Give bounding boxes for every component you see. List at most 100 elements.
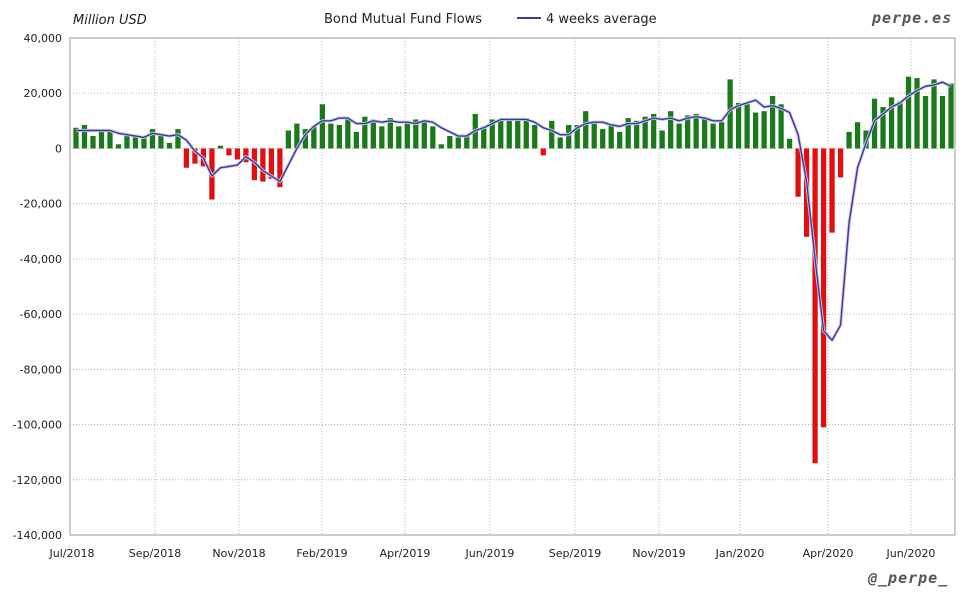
flow-bar	[149, 129, 156, 149]
flow-bar	[761, 111, 767, 149]
flow-bar	[124, 134, 130, 149]
flow-bar	[421, 120, 427, 149]
flow-bar	[727, 79, 733, 149]
y-tick-label: 20,000	[24, 87, 63, 100]
chart-title: Bond Mutual Fund Flows	[324, 12, 482, 27]
flow-bar	[617, 131, 623, 149]
flow-bar	[710, 123, 716, 149]
flow-bar	[396, 126, 402, 149]
flow-bar	[659, 130, 665, 149]
x-tick-label: Nov/2018	[212, 547, 265, 560]
flow-bar	[481, 126, 487, 149]
flow-bar	[175, 129, 181, 149]
flow-bar	[447, 136, 453, 149]
average-line-series	[76, 80, 952, 342]
flow-bar	[489, 119, 495, 149]
flow-bar	[455, 137, 461, 149]
flow-bar	[438, 144, 444, 149]
flow-bar	[846, 131, 852, 149]
flow-bar	[786, 138, 793, 149]
x-tick-label: Feb/2019	[296, 547, 347, 560]
flow-bar	[854, 122, 861, 149]
flow-bar	[625, 118, 631, 149]
flow-bar	[939, 95, 946, 149]
flow-bar	[523, 118, 529, 149]
flow-bar	[379, 126, 385, 149]
grid	[70, 38, 955, 535]
y-tick-label: -120,000	[13, 474, 62, 487]
x-tick-label: Apr/2019	[380, 547, 431, 560]
flow-bar	[90, 136, 96, 149]
y-tick-label: -80,000	[20, 363, 62, 376]
flow-bar	[702, 118, 708, 149]
flow-bar	[931, 79, 937, 149]
flow-bar	[642, 116, 648, 149]
flow-bar	[693, 113, 699, 149]
x-tick-label: Apr/2020	[803, 547, 854, 560]
flow-bar	[651, 113, 657, 149]
x-tick-label: Jul/2018	[49, 547, 95, 560]
bar-series	[73, 76, 954, 464]
flow-bar	[914, 78, 920, 149]
y-unit-label: Million USD	[73, 13, 147, 28]
flow-bar	[73, 127, 79, 149]
flow-bar	[591, 123, 597, 149]
flow-bar	[769, 95, 776, 149]
flow-bar	[778, 104, 784, 149]
flow-bar	[234, 148, 241, 160]
flow-bar	[685, 115, 691, 149]
x-tick-label: Sep/2018	[129, 547, 181, 560]
average-line	[76, 81, 952, 342]
flow-bar	[141, 137, 147, 149]
y-tick-label: -100,000	[13, 419, 62, 432]
y-tick-label: 0	[55, 142, 62, 155]
flow-bar	[549, 120, 555, 149]
flow-bar	[183, 148, 190, 168]
flow-bar	[132, 136, 139, 149]
flow-bar	[515, 119, 521, 149]
flow-bar	[888, 97, 895, 149]
y-tick-label: -20,000	[20, 198, 62, 211]
flow-bar	[302, 129, 309, 149]
legend-label: 4 weeks average	[546, 12, 657, 27]
flow-bar	[277, 148, 283, 188]
flow-bar	[362, 116, 368, 149]
flow-bar	[311, 126, 317, 149]
y-tick-label: 40,000	[24, 32, 63, 45]
flow-bar	[820, 148, 827, 428]
author-handle: @_perpe_	[867, 569, 948, 587]
flow-bar	[668, 111, 674, 149]
flow-bar	[719, 122, 725, 149]
flow-bar	[294, 123, 300, 149]
flow-bar	[922, 95, 929, 149]
flow-bar	[540, 148, 546, 156]
flow-bar	[158, 136, 164, 149]
flow-bar	[829, 148, 835, 233]
flow-bar	[345, 118, 351, 149]
flow-bar	[583, 111, 589, 149]
flow-bar	[897, 101, 903, 149]
flow-bar	[370, 119, 376, 149]
x-tick-label: Sep/2019	[549, 547, 601, 560]
flow-bar	[752, 112, 759, 149]
flow-bar	[744, 104, 750, 149]
x-tick-label: Jun/2019	[465, 547, 515, 560]
flow-bar	[430, 126, 436, 149]
flow-bar	[192, 148, 198, 164]
site-brand: perpe.es	[871, 9, 952, 27]
flow-bar	[498, 120, 504, 149]
flow-bar	[948, 83, 954, 149]
flow-bar	[115, 144, 122, 149]
y-tick-label: -40,000	[20, 253, 62, 266]
flow-bar	[387, 118, 393, 149]
y-axis-ticks: 40,000 20,000 0 -20,000 -40,000 -60,000 -80,00…	[13, 32, 62, 542]
flow-bar	[676, 123, 682, 149]
flow-bar	[226, 148, 232, 156]
flow-bar	[217, 145, 224, 149]
flow-bar	[735, 102, 742, 149]
flow-bar	[837, 148, 844, 178]
flow-bar	[634, 120, 640, 149]
flow-bar	[600, 129, 606, 149]
flow-bar	[98, 131, 105, 149]
flow-bar	[566, 124, 572, 149]
